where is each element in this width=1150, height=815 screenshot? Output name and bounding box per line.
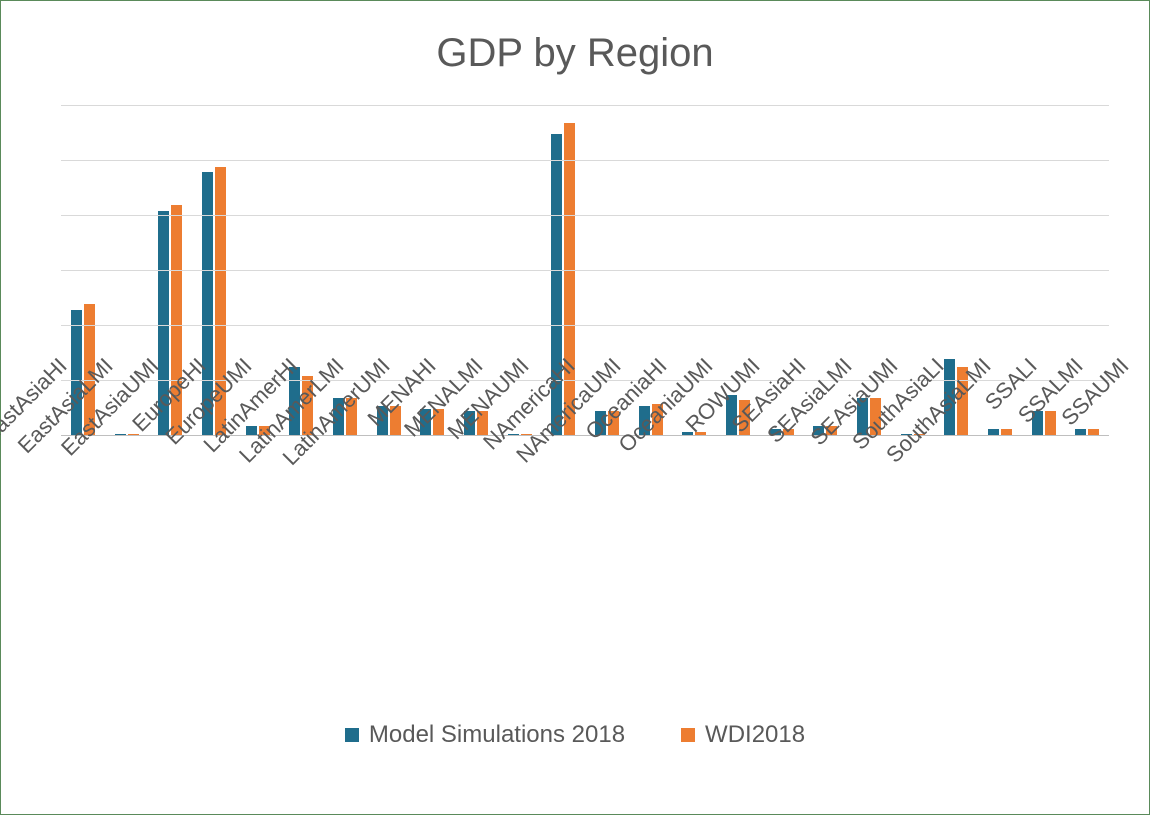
legend-label: Model Simulations 2018	[369, 721, 625, 749]
bar	[1045, 411, 1056, 436]
gridline	[61, 215, 1109, 216]
gridline	[61, 160, 1109, 161]
legend-swatch	[681, 728, 695, 742]
chart-title: GDP by Region	[31, 31, 1119, 76]
gridline	[61, 270, 1109, 271]
legend-item: WDI2018	[681, 721, 805, 749]
legend-swatch	[345, 728, 359, 742]
legend-item: Model Simulations 2018	[345, 721, 625, 749]
legend-label: WDI2018	[705, 721, 805, 749]
gridline	[61, 325, 1109, 326]
gridline	[61, 105, 1109, 106]
legend: Model Simulations 2018 WDI2018	[1, 721, 1149, 749]
chart-frame: GDP by Region EastAsiaHIEastAsiaLMIEastA…	[0, 0, 1150, 815]
